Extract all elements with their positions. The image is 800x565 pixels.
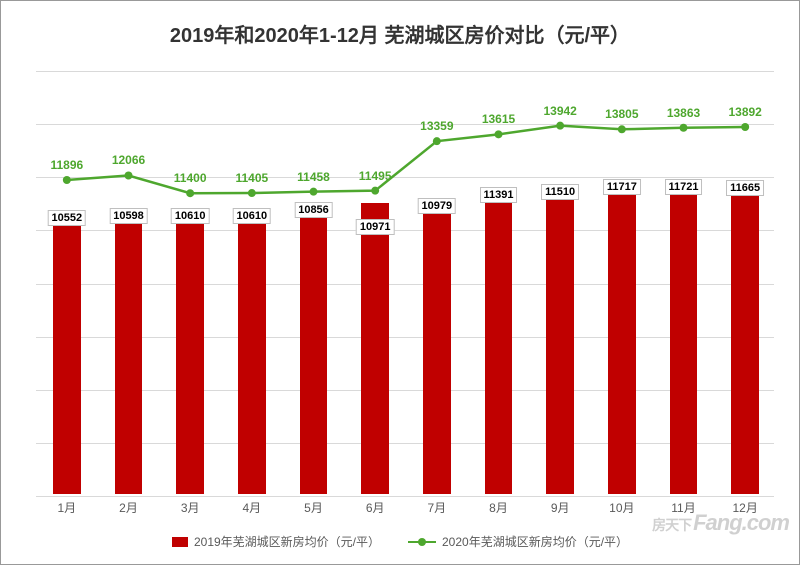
x-tick: 8月 [489,499,508,516]
legend-line-label: 2020年芜湖城区新房均价（元/平） [442,533,628,550]
line-value-label: 11400 [174,171,207,185]
plot-area: 1月2月3月4月5月6月7月8月9月10月11月12月 105521059810… [36,71,774,494]
watermark-cn: 房天下 [652,517,691,533]
legend: 2019年芜湖城区新房均价（元/平） 2020年芜湖城区新房均价（元/平） [1,533,799,550]
bar-value-label: 10971 [356,219,395,235]
legend-bar-label: 2019年芜湖城区新房均价（元/平） [194,533,380,550]
x-tick: 7月 [427,499,446,516]
x-tick: 10月 [609,499,634,516]
x-tick: 5月 [304,499,323,516]
chart-container: 2019年和2020年1-12月 芜湖城区房价对比（元/平） 1月 2月 3月 4月 5… [0,0,800,565]
line-value-label: 13892 [728,105,761,119]
bar-value-label: 10856 [294,202,333,218]
chart-title: 2019年和2020年1-12月 芜湖城区房价对比（元/平） [1,1,799,48]
bar-value-label: 10552 [48,210,87,226]
line-value-label: 13942 [543,104,576,118]
bar-value-label: 11721 [665,179,703,195]
bar-value-label: 11665 [726,180,764,196]
bar-value-label: 10610 [171,208,210,224]
line-value-label: 11896 [50,158,83,172]
line-value-label: 11458 [297,170,330,184]
line-value-label: 12066 [112,153,145,167]
legend-item-line: 2020年芜湖城区新房均价（元/平） [408,533,628,550]
legend-item-bar: 2019年芜湖城区新房均价（元/平） [172,533,380,550]
bar-value-label: 11391 [480,187,518,203]
x-tick: 3月 [181,499,200,516]
bar-value-label: 10979 [418,198,457,214]
line-value-label: 13359 [420,119,453,133]
x-tick: 6月 [366,499,385,516]
line-value-label: 11495 [359,169,392,183]
bar-value-label: 11717 [603,179,641,195]
bar-value-label: 10610 [233,208,272,224]
x-tick: 1月 [57,499,76,516]
bar-value-label: 10598 [109,208,148,224]
labels-layer: 10552 10598 10610 10610 10856 10971 10979 11391… [36,71,774,494]
legend-line-swatch [408,536,436,548]
line-value-label: 11405 [235,171,268,185]
line-value-label: 13863 [667,106,700,120]
x-tick: 2月 [119,499,138,516]
line-value-label: 13615 [482,112,515,126]
x-tick: 4月 [242,499,261,516]
x-tick: 12月 [732,499,757,516]
bar-value-label: 11510 [541,184,579,200]
x-tick: 11月 [671,499,695,516]
line-value-label: 13805 [605,107,638,121]
x-tick: 9月 [551,499,570,516]
grid-line [36,496,774,497]
legend-bar-swatch [172,537,188,547]
